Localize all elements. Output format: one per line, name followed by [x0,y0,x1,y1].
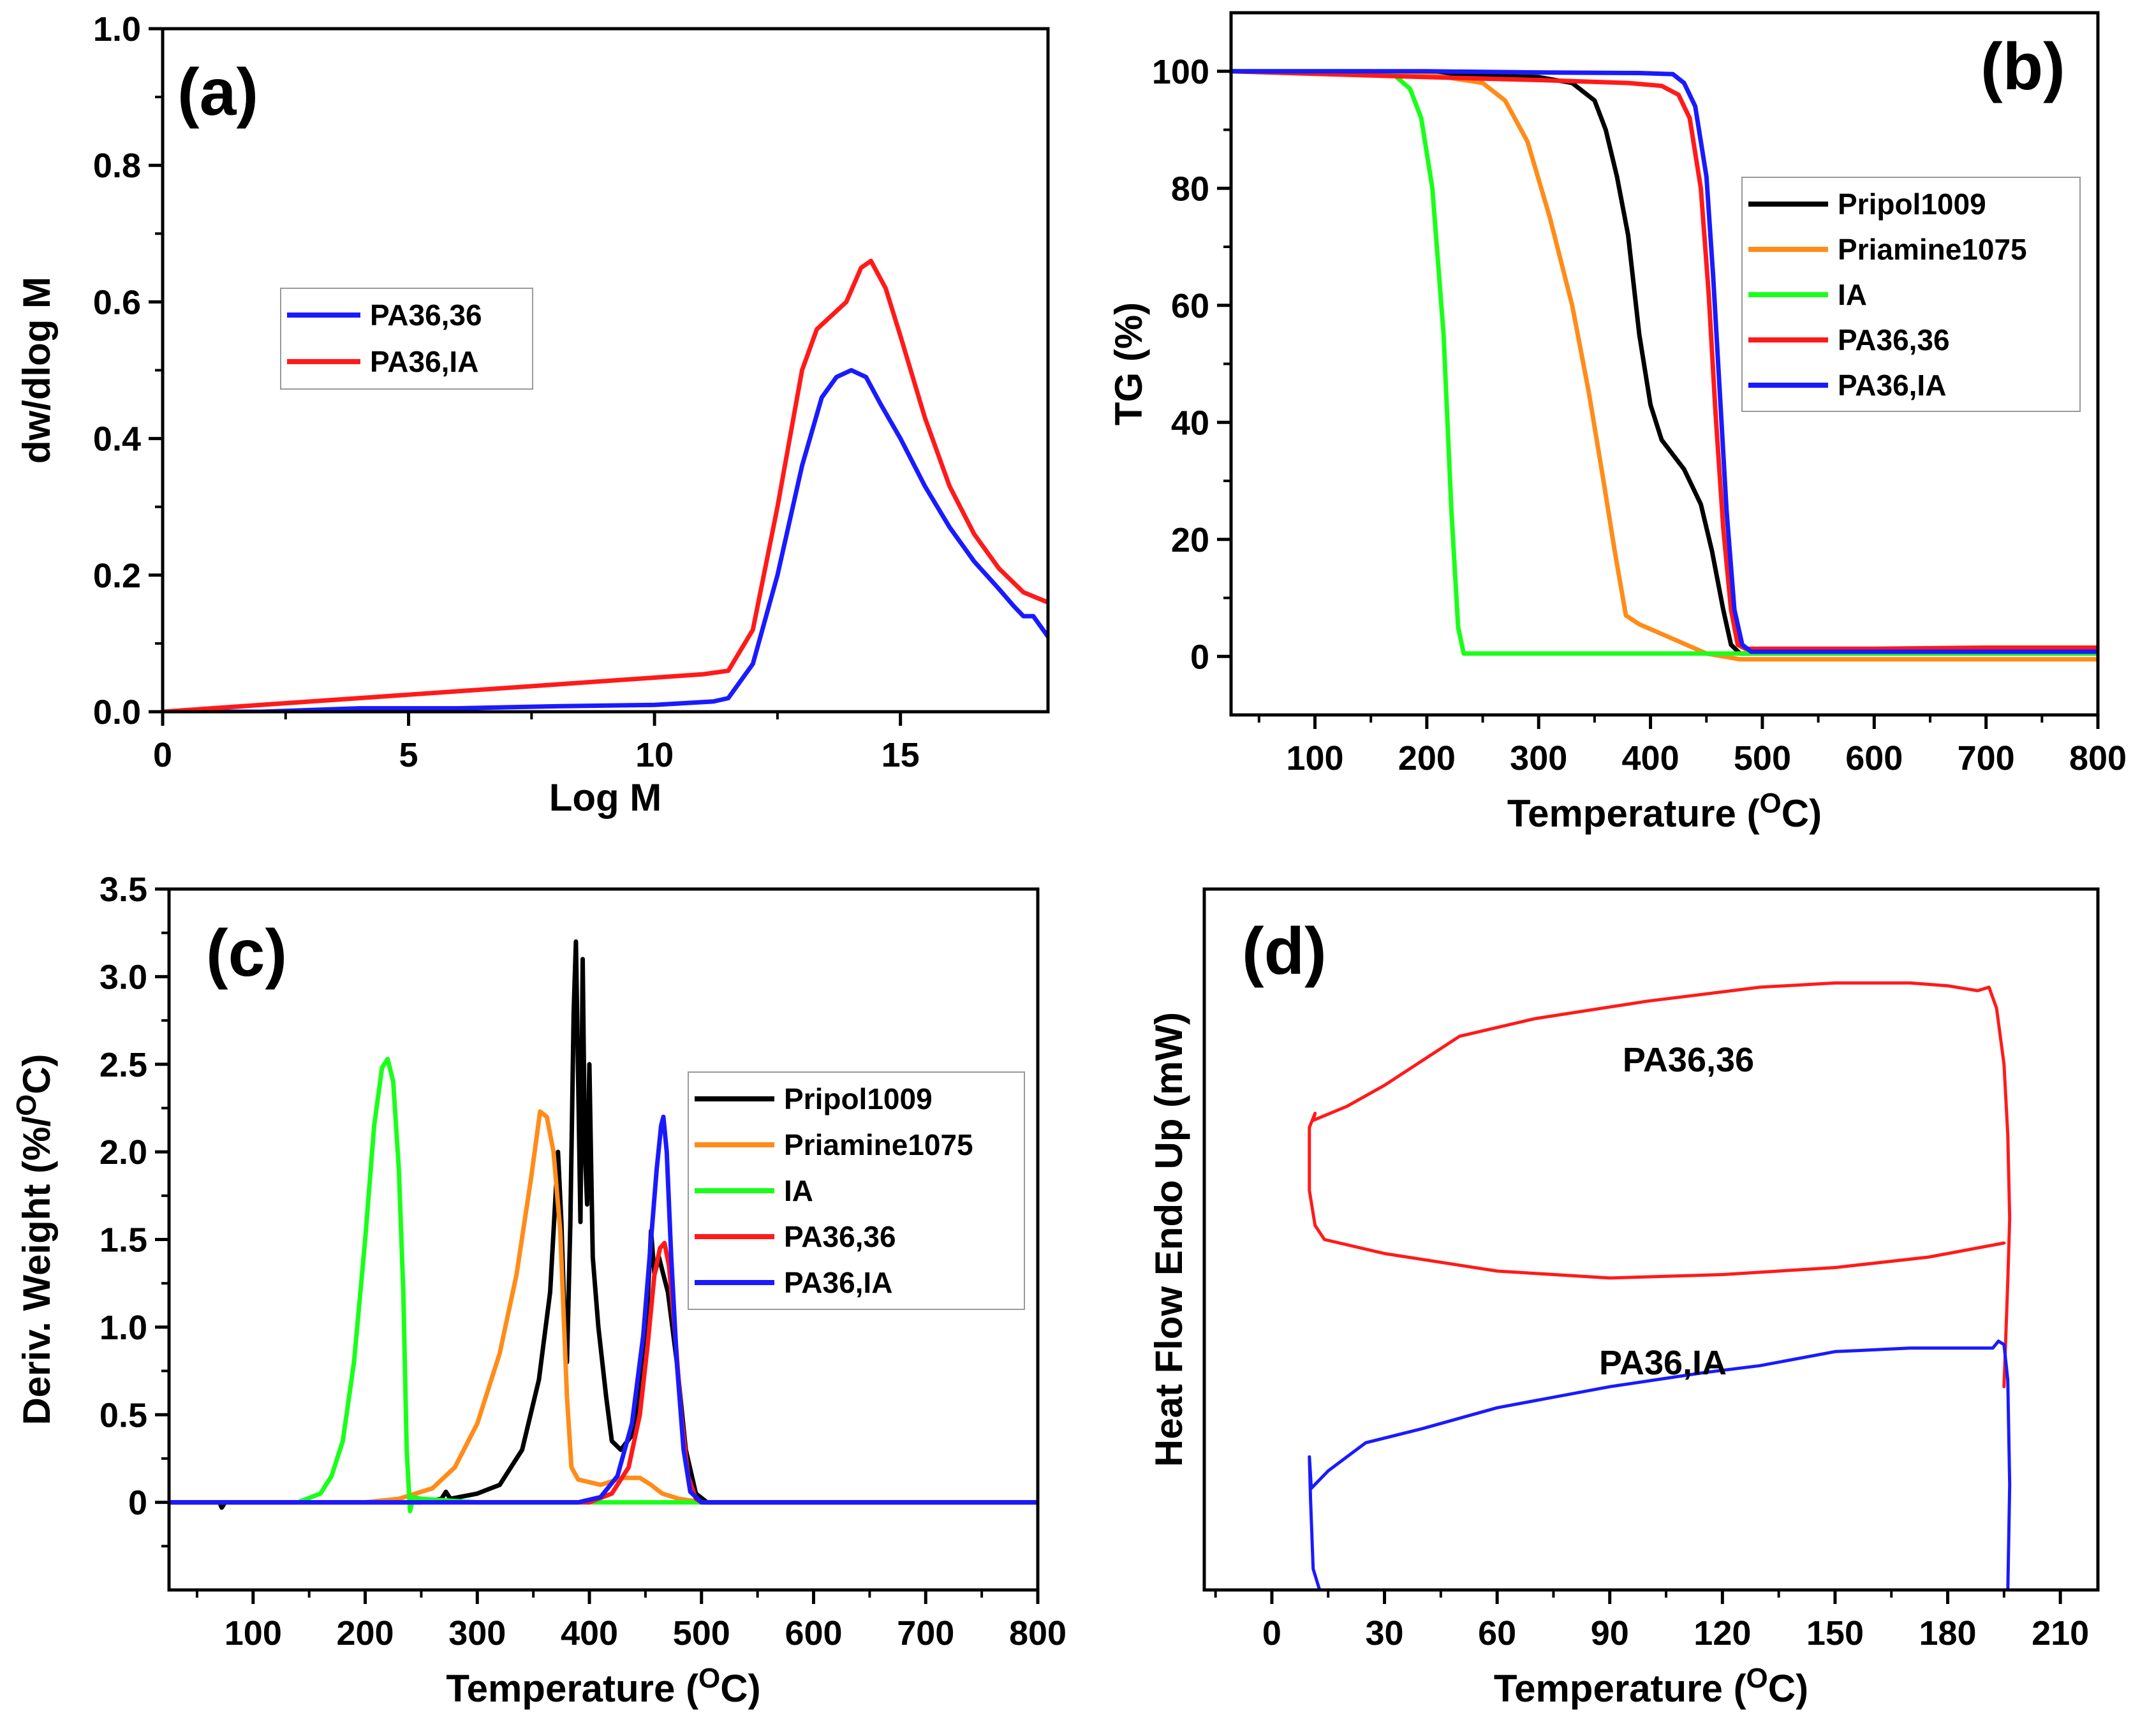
legend-entry: PA36,36 [1838,323,1950,357]
legend: Pripol1009 Priamine1075 IA PA36,36 PA36,IA [1741,177,2081,412]
y-tick-label: 0.0 [93,693,141,732]
x-tick-label: 180 [1919,1614,1976,1652]
panel-label: (d) [1242,915,1327,989]
x-tick-label: 0 [1262,1614,1281,1652]
x-tick-label: 100 [225,1614,282,1652]
x-tick-label: 120 [1694,1614,1751,1652]
x-axis-label: Log M [549,776,662,819]
x-tick-label: 300 [448,1614,506,1652]
legend-entry: Priamine1075 [784,1128,973,1161]
legend-entry: Priamine1075 [1838,233,2027,266]
x-tick-label: 200 [336,1614,394,1652]
plot-area [1231,69,2098,662]
x-tick-label: 30 [1366,1614,1404,1652]
y-tick-label: 20 [1171,521,1209,559]
series-line-pa36-ia [1231,69,2098,654]
y-tick-label: 0.2 [93,557,141,595]
y-tick-label: 3.0 [100,958,147,996]
x-tick-label: 0 [153,736,172,774]
x-axis-label: Temperature (OC) [446,1663,760,1710]
y-tick-label: 0.5 [100,1396,147,1434]
y-tick-label: 2.5 [100,1046,147,1084]
legend: Pripol1009 Priamine1075 IA PA36,36 PA36,IA [688,1071,1025,1310]
legend-entry: PA36,36 [784,1220,896,1253]
x-tick-label: 500 [1734,739,1791,777]
x-tick-label: 200 [1398,739,1456,777]
x-tick-label: 700 [897,1614,954,1652]
x-tick-label: 10 [635,736,674,774]
legend-entry: PA36,36 [370,298,482,332]
panel-label: (a) [177,55,258,129]
plot-frame [1202,887,2100,1592]
x-tick-label: 15 [882,736,920,774]
legend-entry: PA36,IA [784,1266,892,1299]
panel-a: 0 5 10 15 0.0 0.2 0.4 0.6 0.8 1.0 Log M dw/dlog M (a… [15,10,1050,819]
legend: PA36,36 PA36,IA [280,288,533,390]
legend-entry: Pripol1009 [784,1082,933,1115]
y-axis-label: dw/dlog M [15,277,58,464]
y-axis-label: Heat Flow Endo Up (mW) [1147,1012,1190,1467]
curve-annotation: PA36,IA [1599,1344,1727,1382]
y-tick-label: 0.4 [93,420,141,459]
series-line-pa36-ia [1308,1339,2012,1590]
legend-entry: Pripol1009 [1838,188,1986,221]
x-tick-label: 90 [1591,1614,1629,1652]
x-tick-label: 800 [1009,1614,1066,1652]
series-line-pa36-ia [169,1114,1038,1505]
y-tick-label: 2.0 [100,1133,147,1172]
plot-area [163,258,1048,712]
y-tick-label: 60 [1171,287,1209,325]
panel-label: (c) [206,916,287,990]
x-axis-label: Temperature (OC) [1507,788,1822,835]
legend-entry: IA [1838,278,1867,311]
y-tick-label: 80 [1171,170,1209,208]
y-tick-label: 0 [1190,638,1209,676]
x-tick-label: 500 [673,1614,730,1652]
y-tick-label: 3.5 [100,871,147,909]
y-axis-label: Deriv. Weight (%/OC) [11,1054,58,1425]
panel-d: 0 30 60 90 120 150 180 210 Temperature (OC) Heat … [1147,887,2100,1710]
y-tick-label: 40 [1171,404,1209,442]
x-tick-label: 100 [1286,739,1343,777]
y-axis-label: TG (%) [1107,302,1150,425]
x-tick-label: 5 [399,736,418,774]
plot-area [1308,981,2012,1590]
curve-annotation: PA36,36 [1623,1041,1754,1079]
legend-entry: IA [784,1174,813,1207]
x-tick-label: 800 [2069,739,2127,777]
panel-b: 100 200 300 400 500 600 700 800 0 20 40 60 80 100 Temp… [1107,11,2127,835]
series-line-pa36-ia [163,258,1048,712]
legend-entry: PA36,IA [370,345,478,378]
x-tick-label: 700 [1958,739,2015,777]
x-tick-label: 600 [1845,739,1903,777]
series-line-priamine1075 [169,1109,1038,1505]
y-tick-label: 0 [128,1484,147,1522]
y-tick-label: 1.5 [100,1221,147,1260]
legend-entry: PA36,IA [1838,369,1946,402]
x-tick-label: 600 [785,1614,842,1652]
x-tick-label: 300 [1510,739,1567,777]
x-axis-label: Temperature (OC) [1494,1663,1808,1710]
y-tick-label: 1.0 [100,1309,147,1347]
series-line-pa36-36 [1308,981,2012,1388]
y-tick-label: 100 [1152,53,1209,91]
panel-label: (b) [1981,30,2065,104]
y-tick-label: 0.8 [93,147,141,185]
y-tick-label: 0.6 [93,283,141,321]
series-line-priamine1075 [1231,69,2098,662]
x-tick-label: 400 [1622,739,1679,777]
legend-box [280,288,533,390]
x-tick-label: 150 [1806,1614,1864,1652]
series-line-pa36-36 [169,1240,1038,1505]
y-tick-label: 1.0 [93,10,141,48]
series-line-pa36-36 [1231,69,2098,651]
plot-area [169,939,1038,1513]
series-line-pa36-36 [163,368,1048,712]
x-tick-label: 210 [2032,1614,2089,1652]
panel-c: 100 200 300 400 500 600 700 800 0 0.5 1.0 1.5 2.0 2.5… [11,871,1066,1710]
x-tick-label: 60 [1478,1614,1516,1652]
x-tick-label: 400 [561,1614,618,1652]
